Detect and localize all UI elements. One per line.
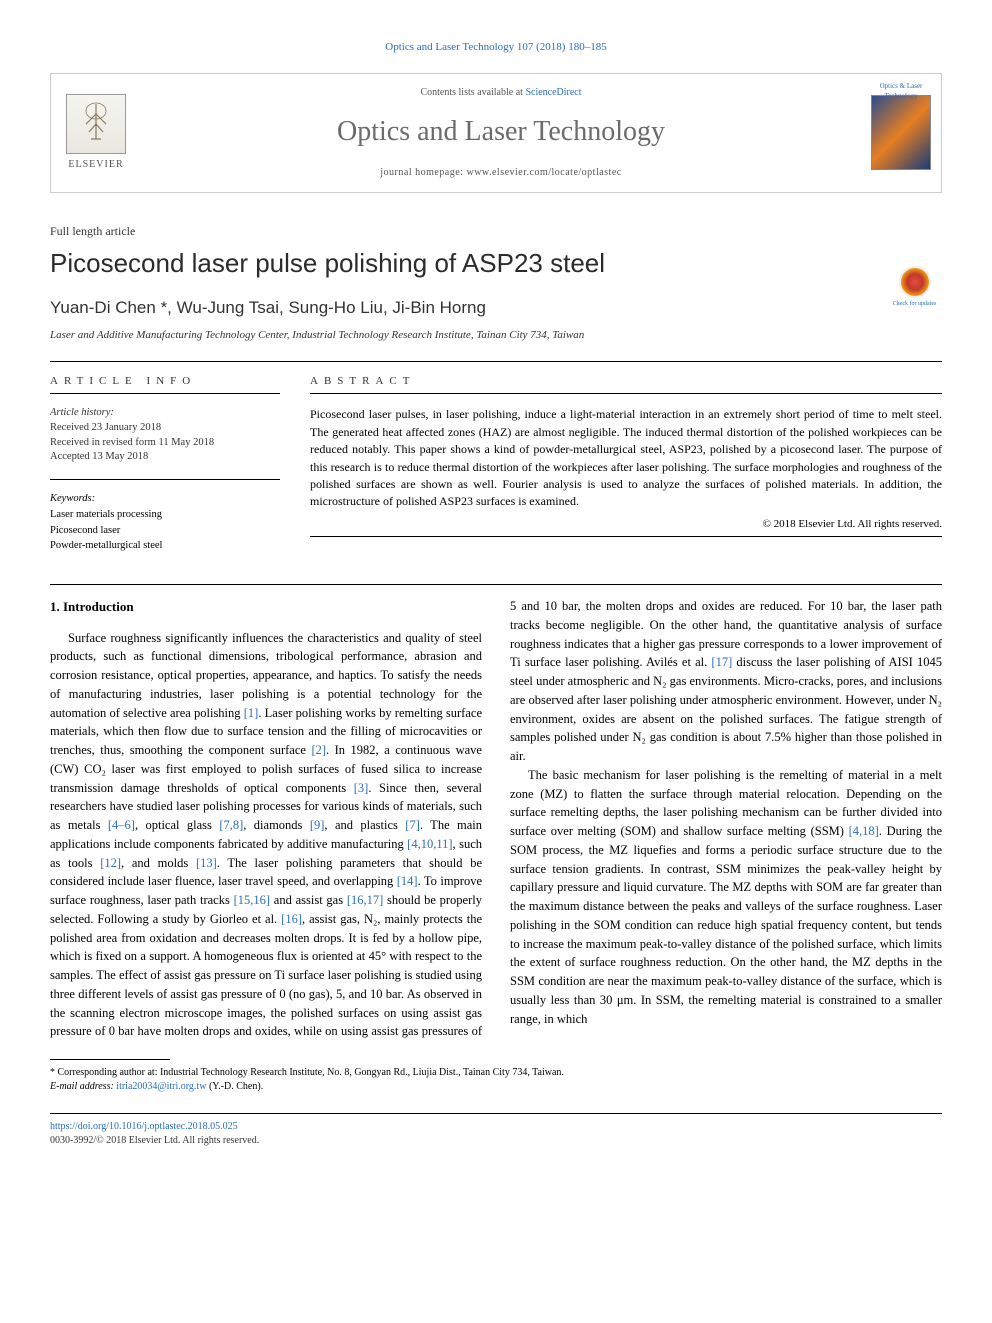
divider <box>50 584 942 585</box>
received-date: Received 23 January 2018 <box>50 421 280 436</box>
article-type: Full length article <box>50 223 942 240</box>
divider <box>310 393 942 394</box>
divider <box>310 536 942 537</box>
citation-ref[interactable]: [4,18] <box>849 824 879 838</box>
citation-ref[interactable]: [1] <box>244 706 259 720</box>
citation-ref[interactable]: [14] <box>397 874 418 888</box>
keyword: Picosecond laser <box>50 523 280 539</box>
body-text: 1. Introduction Surface roughness signif… <box>50 597 942 1041</box>
article-info-heading: ARTICLE INFO <box>50 374 280 389</box>
citation-ref[interactable]: [17] <box>711 655 732 669</box>
journal-cover: Optics & Laser Technology <box>861 74 941 191</box>
section-heading: 1. Introduction <box>50 597 482 617</box>
email-suffix: (Y.-D. Chen). <box>206 1081 263 1092</box>
affiliation: Laser and Additive Manufacturing Technol… <box>50 328 942 343</box>
footnote-separator <box>50 1059 170 1060</box>
authors: Yuan-Di Chen *, Wu-Jung Tsai, Sung-Ho Li… <box>50 296 942 320</box>
keyword: Powder-metallurgical steel <box>50 538 280 554</box>
contents-prefix: Contents lists available at <box>420 87 525 98</box>
journal-homepage: journal homepage: www.elsevier.com/locat… <box>141 166 861 180</box>
corresponding-author-footnote: * Corresponding author at: Industrial Te… <box>50 1066 942 1093</box>
email-label: E-mail address: <box>50 1081 116 1092</box>
citation-ref[interactable]: [16] <box>281 912 302 926</box>
abstract-text: Picosecond laser pulses, in laser polish… <box>310 406 942 510</box>
text-run: , and molds <box>121 856 196 870</box>
citation-ref[interactable]: [7,8] <box>219 818 243 832</box>
divider <box>50 361 942 362</box>
homepage-label: journal homepage: <box>380 167 466 178</box>
homepage-url[interactable]: www.elsevier.com/locate/optlastec <box>466 167 621 178</box>
contents-available: Contents lists available at ScienceDirec… <box>141 86 861 100</box>
journal-name: Optics and Laser Technology <box>141 112 861 151</box>
citation-ref[interactable]: [12] <box>100 856 121 870</box>
email-link[interactable]: itria20034@itri.org.tw <box>116 1081 206 1092</box>
text-run: and assist gas <box>270 893 347 907</box>
check-updates-label: Check for updates <box>893 300 937 308</box>
citation-ref[interactable]: [3] <box>354 781 369 795</box>
page-footer: https://doi.org/10.1016/j.optlastec.2018… <box>50 1113 942 1148</box>
citation-ref[interactable]: [2] <box>311 743 326 757</box>
publisher-name: ELSEVIER <box>68 158 123 172</box>
abstract-copyright: © 2018 Elsevier Ltd. All rights reserved… <box>310 517 942 532</box>
sciencedirect-link[interactable]: ScienceDirect <box>525 87 581 98</box>
citation-ref[interactable]: [15,16] <box>234 893 270 907</box>
crossmark-icon <box>899 266 931 298</box>
journal-header: ELSEVIER Contents lists available at Sci… <box>50 73 942 192</box>
text-run: , and plastics <box>324 818 405 832</box>
cover-label: Optics & Laser Technology <box>872 82 930 102</box>
paragraph: The basic mechanism for laser polishing … <box>510 766 942 1029</box>
citation-ref[interactable]: [7] <box>405 818 420 832</box>
text-run: , optical glass <box>135 818 219 832</box>
cover-thumbnail-icon: Optics & Laser Technology <box>871 95 931 170</box>
keyword: Laser materials processing <box>50 507 280 523</box>
keywords-title: Keywords: <box>50 492 280 507</box>
citation-ref[interactable]: [9] <box>310 818 325 832</box>
issn-copyright: 0030-3992/© 2018 Elsevier Ltd. All right… <box>50 1134 942 1148</box>
abstract-heading: ABSTRACT <box>310 374 942 389</box>
divider <box>50 479 280 480</box>
check-updates-badge[interactable]: Check for updates <box>892 265 937 310</box>
accepted-date: Accepted 13 May 2018 <box>50 450 280 465</box>
text-run: discuss the laser polishing of AISI 1045… <box>510 655 942 763</box>
publisher-logo: ELSEVIER <box>51 74 141 191</box>
citation-ref[interactable]: [4–6] <box>108 818 135 832</box>
doi-link[interactable]: https://doi.org/10.1016/j.optlastec.2018… <box>50 1121 238 1132</box>
history-title: Article history: <box>50 406 280 421</box>
elsevier-tree-icon <box>66 94 126 154</box>
keywords-list: Laser materials processing Picosecond la… <box>50 507 280 554</box>
divider <box>50 393 280 394</box>
article-title: Picosecond laser pulse polishing of ASP2… <box>50 245 942 281</box>
citation-ref[interactable]: [16,17] <box>347 893 383 907</box>
corr-author-line: * Corresponding author at: Industrial Te… <box>50 1066 942 1080</box>
citation-ref[interactable]: [4,10,11] <box>407 837 452 851</box>
text-run: . During the SOM process, the MZ liquefi… <box>510 824 942 1026</box>
text-run: , diamonds <box>243 818 310 832</box>
citation-ref[interactable]: [13] <box>196 856 217 870</box>
revised-date: Received in revised form 11 May 2018 <box>50 436 280 451</box>
citation-line: Optics and Laser Technology 107 (2018) 1… <box>50 40 942 55</box>
